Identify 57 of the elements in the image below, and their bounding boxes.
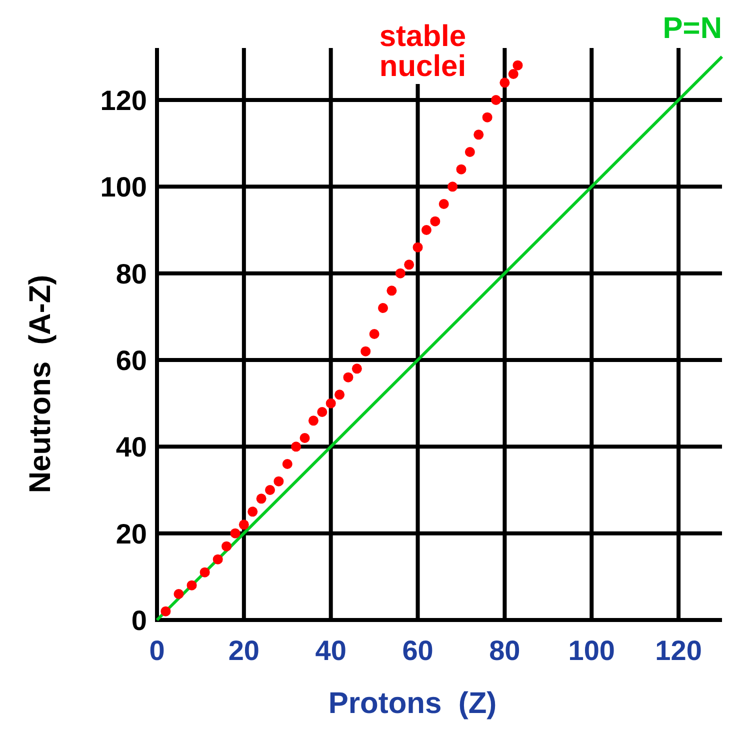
- point: [343, 372, 354, 382]
- point: [491, 95, 501, 105]
- x-tick-label: 100: [568, 635, 615, 666]
- point: [274, 476, 284, 486]
- point: [291, 442, 302, 452]
- point: [326, 398, 336, 408]
- point: [334, 390, 345, 400]
- point: [265, 485, 275, 495]
- y-tick-label: 40: [116, 432, 147, 463]
- x-tick-label: 20: [228, 635, 260, 666]
- point: [508, 69, 518, 79]
- series-label: P=N: [662, 12, 722, 45]
- y-tick-label: 80: [116, 258, 147, 290]
- point: [474, 130, 484, 140]
- x-tick-label: 120: [655, 635, 702, 666]
- point: [352, 364, 362, 374]
- point: [395, 268, 406, 278]
- x-tick-label: 80: [489, 635, 520, 666]
- point: [360, 346, 371, 356]
- x-tick-label: 60: [402, 635, 434, 666]
- series-label: stable nuclei: [379, 20, 466, 83]
- point: [412, 242, 423, 252]
- point: [222, 541, 232, 552]
- y-tick-label: 20: [116, 518, 147, 550]
- point: [317, 407, 328, 417]
- y-tick-label: 0: [131, 605, 147, 636]
- point: [308, 416, 318, 426]
- point: [160, 606, 171, 616]
- point: [200, 567, 210, 578]
- point: [404, 260, 414, 270]
- point: [448, 182, 458, 192]
- y-axis-title: Neutrons (A-Z): [24, 274, 57, 494]
- point: [378, 303, 388, 313]
- point: [438, 199, 449, 209]
- point: [300, 433, 310, 443]
- y-tick-label: 120: [100, 85, 147, 116]
- point: [456, 164, 466, 174]
- point: [464, 147, 475, 157]
- point: [186, 580, 197, 590]
- point: [500, 78, 510, 88]
- point: [386, 286, 397, 296]
- point: [369, 329, 380, 339]
- x-axis-title: Protons (Z): [328, 687, 497, 720]
- point: [174, 589, 184, 599]
- point: [430, 216, 440, 226]
- point: [238, 520, 249, 530]
- point: [230, 528, 240, 538]
- y-tick-label: 60: [116, 345, 147, 376]
- point: [282, 459, 292, 469]
- y-tick-label: 100: [100, 172, 147, 203]
- point: [482, 112, 492, 122]
- point: [248, 506, 258, 517]
- point: [256, 494, 266, 504]
- point: [212, 554, 223, 564]
- point: [421, 225, 432, 235]
- x-tick-label: 40: [315, 635, 346, 666]
- point: [512, 60, 523, 70]
